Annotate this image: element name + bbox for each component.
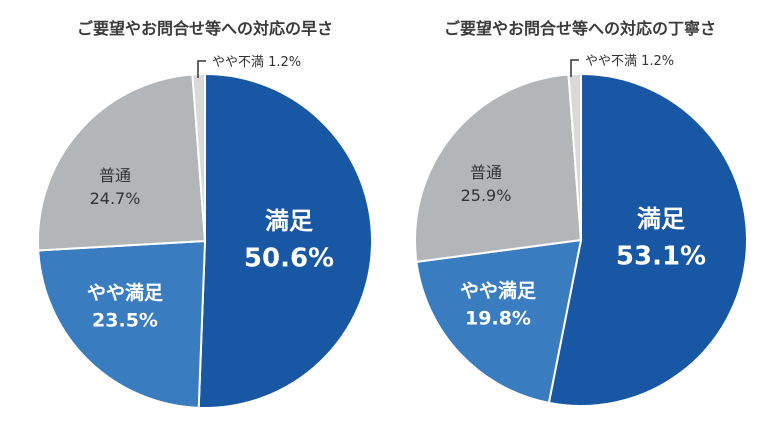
pie-slice-neutral bbox=[414, 73, 583, 263]
slice-label-satisfied: 満足 bbox=[265, 207, 313, 235]
slice-value-neutral: 24.7% bbox=[90, 189, 141, 208]
slice-label-somewhat-satisfied: やや満足 bbox=[460, 280, 537, 302]
pie-slice-satisfied bbox=[547, 72, 748, 407]
slice-value-satisfied: 53.1% bbox=[616, 242, 706, 272]
chart-title-speed: ご要望やお問合せ等への対応の早さ bbox=[77, 19, 333, 38]
callout-label-somewhat-dissatisfied: やや不満 1.2% bbox=[212, 55, 301, 70]
callout-label-somewhat-dissatisfied: やや不満 1.2% bbox=[585, 54, 674, 69]
chart-title-politeness: ご要望やお問合せ等への対応の丁寧さ bbox=[444, 19, 716, 38]
pie-slice-neutral bbox=[37, 73, 207, 252]
pie-slice-somewhat-satisfied bbox=[415, 238, 583, 405]
slice-value-neutral: 25.9% bbox=[461, 186, 512, 205]
callout-line-somewhat-dissatisfied bbox=[570, 59, 579, 77]
pie-slice-somewhat-satisfied bbox=[37, 239, 207, 409]
slice-value-satisfied: 50.6% bbox=[244, 244, 334, 274]
slice-label-satisfied: 満足 bbox=[637, 205, 685, 233]
pie-slice-somewhat-dissatisfied bbox=[567, 72, 582, 241]
callout-line-somewhat-dissatisfied bbox=[197, 60, 206, 78]
slice-label-neutral: 普通 bbox=[470, 163, 502, 182]
pie-slice-satisfied bbox=[197, 72, 373, 409]
slice-label-somewhat-satisfied: やや満足 bbox=[87, 282, 164, 304]
slice-value-somewhat-satisfied: 23.5% bbox=[92, 310, 158, 332]
chart-speed: ご要望やお問合せ等への対応の早さ 満足 50.6% やや満足 23.5% 普通 24.7%… bbox=[37, 19, 373, 409]
chart-politeness: ご要望やお問合せ等への対応の丁寧さ 満足 53.1% やや満足 19.8% 普通 25.9… bbox=[414, 19, 748, 407]
slice-label-neutral: 普通 bbox=[99, 166, 131, 185]
slice-value-somewhat-satisfied: 19.8% bbox=[465, 308, 531, 330]
